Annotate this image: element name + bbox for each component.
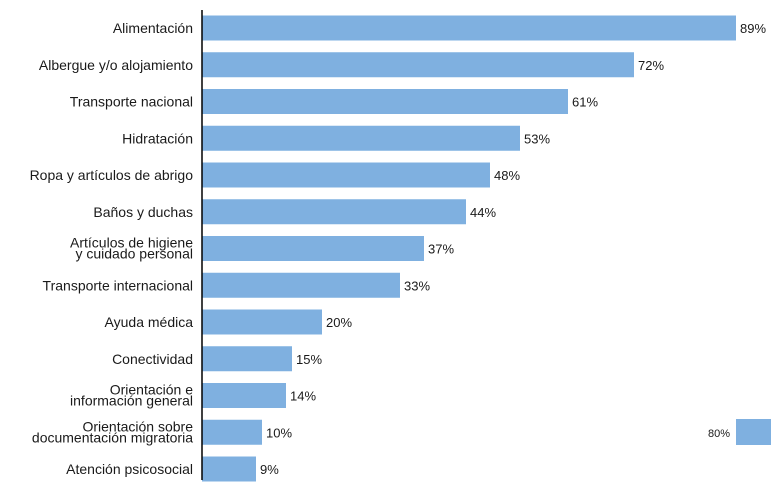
category-label: Ayuda médica xyxy=(105,314,194,330)
bar xyxy=(202,383,286,408)
value-label: 15% xyxy=(296,352,322,367)
value-label: 44% xyxy=(470,205,496,220)
bar xyxy=(202,236,424,261)
bar xyxy=(202,346,292,372)
legend: 80% xyxy=(708,419,771,445)
legend-swatch xyxy=(736,419,771,445)
category-label: Baños y duchas xyxy=(93,204,193,220)
category-label: Atención psicosocial xyxy=(66,461,193,477)
category-label: Conectividad xyxy=(112,351,193,367)
value-label: 72% xyxy=(638,58,664,73)
value-label: 14% xyxy=(290,389,316,404)
category-label: Transporte nacional xyxy=(70,94,193,110)
legend-label: 80% xyxy=(708,428,730,440)
value-label: 89% xyxy=(740,21,766,36)
category-label: Orientación sobre documentación migratori… xyxy=(32,418,193,445)
bar xyxy=(202,15,736,41)
category-label: Artículos de higiene y cuidado personal xyxy=(70,235,193,262)
category-label: Alimentación xyxy=(113,20,193,36)
bar xyxy=(202,125,520,151)
category-labels-group: Alimentación Albergue y/o alojamiento Tran… xyxy=(30,20,194,477)
category-label: Albergue y/o alojamiento xyxy=(39,57,193,73)
bar xyxy=(202,199,466,225)
value-label: 48% xyxy=(494,168,520,183)
bar xyxy=(202,456,256,482)
category-label: Transporte internacional xyxy=(43,277,193,293)
category-label: Ropa y artículos de abrigo xyxy=(30,167,194,183)
value-label: 10% xyxy=(266,425,292,440)
value-label: 9% xyxy=(260,462,279,477)
category-label: Hidratación xyxy=(122,130,193,146)
category-label: Orientación e información general xyxy=(70,382,193,409)
bar xyxy=(202,52,634,78)
bars-group xyxy=(202,15,736,482)
bar xyxy=(202,309,322,335)
bar xyxy=(202,162,490,188)
value-label: 61% xyxy=(572,95,598,110)
value-label: 37% xyxy=(428,242,454,257)
value-labels-group: 89% 72% 61% 53% 48% 44% 37% 33% 20% 15% 14% 10% 9% xyxy=(260,21,766,477)
value-label: 20% xyxy=(326,315,352,330)
value-label: 33% xyxy=(404,278,430,293)
bar xyxy=(202,89,568,114)
bar xyxy=(202,419,262,445)
bar xyxy=(202,272,400,298)
value-label: 53% xyxy=(524,131,550,146)
